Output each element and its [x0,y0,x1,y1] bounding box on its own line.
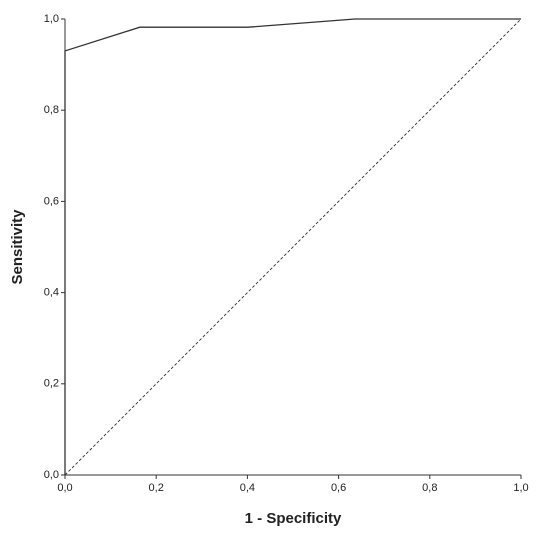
x-tick-label: 0,4 [240,482,255,494]
x-tick-label: 0,2 [149,482,164,494]
x-tick-label: 0,6 [331,482,346,494]
y-tick-label: 0,0 [44,469,59,481]
y-tick-label: 1,0 [44,13,59,25]
roc-curve [64,18,521,475]
y-tick-label: 0,6 [44,195,59,207]
y-axis-title: Sensitivity [9,209,26,285]
y-tick-label: 0,4 [44,287,59,299]
y-tick-label: 0,8 [44,104,59,116]
x-axis-title: 1 - Specificity [245,510,342,527]
x-tick-label: 0,0 [57,482,72,494]
x-tick-label: 1,0 [513,482,528,494]
x-tick-label: 0,8 [422,482,437,494]
y-tick-label: 0,2 [44,378,59,390]
reference-line [64,18,522,476]
